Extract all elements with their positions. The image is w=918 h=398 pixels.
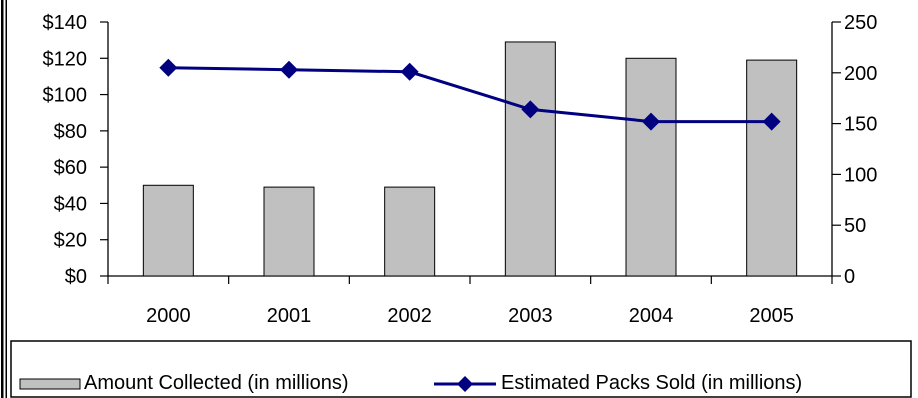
x-tick-label: 2000 xyxy=(146,305,191,327)
point-2003 xyxy=(521,100,540,119)
left-tick-label: $140 xyxy=(43,12,88,34)
left-tick-label: $120 xyxy=(43,48,88,70)
left-tick-label: $20 xyxy=(54,230,87,252)
right-tick-label: 0 xyxy=(844,266,855,288)
line-series xyxy=(159,58,781,131)
legend-bar-swatch xyxy=(19,378,81,390)
point-2005 xyxy=(762,112,781,131)
bar-2003 xyxy=(504,41,556,277)
left-tick-label: $40 xyxy=(54,193,87,215)
left-tick-label: $100 xyxy=(43,85,88,107)
right-tick-label: 50 xyxy=(844,215,866,237)
left-tick-label: $0 xyxy=(65,266,87,288)
bar-2001 xyxy=(263,186,315,277)
right-tick-labels: 0 50 100 150 200 250 xyxy=(844,12,877,288)
left-tick-label: $60 xyxy=(54,157,87,179)
point-2001 xyxy=(280,60,298,79)
bar-2005 xyxy=(746,59,798,277)
legend-label-amount: Amount Collected (in millions) xyxy=(84,372,349,394)
x-tick-label: 2005 xyxy=(749,305,794,327)
left-tick-label: $80 xyxy=(54,121,87,143)
x-tick-label: 2003 xyxy=(508,305,553,327)
point-2000 xyxy=(159,58,178,77)
right-tick-label: 100 xyxy=(844,164,877,186)
left-tick-labels: $0 $20 $40 $60 $80 $100 $120 $140 xyxy=(43,12,88,288)
legend-label-packs: Estimated Packs Sold (in millions) xyxy=(501,372,802,394)
x-tick-labels: 2000 2001 2002 2003 2004 2005 xyxy=(146,305,794,327)
bar-series xyxy=(142,41,798,277)
x-tick-label: 2004 xyxy=(629,305,674,327)
x-tick-label: 2001 xyxy=(267,305,312,327)
right-tick-label: 200 xyxy=(844,63,877,85)
x-tick-label: 2002 xyxy=(387,305,432,327)
right-tick-label: 250 xyxy=(844,12,877,34)
point-2002 xyxy=(400,62,419,81)
bar-2000 xyxy=(142,184,194,277)
legend-box xyxy=(10,340,912,398)
frame-left-edge-inner xyxy=(5,0,7,398)
bar-2004 xyxy=(625,57,677,277)
frame-left-edge xyxy=(1,0,4,398)
plot-axes xyxy=(100,21,841,284)
bar-2002 xyxy=(384,186,436,277)
right-tick-label: 150 xyxy=(844,114,877,136)
packs-sold-line xyxy=(168,66,772,124)
legend-diamond-marker xyxy=(457,376,473,392)
point-2004 xyxy=(642,112,660,131)
legend: Amount Collected (in millions) Estimated… xyxy=(10,340,912,398)
